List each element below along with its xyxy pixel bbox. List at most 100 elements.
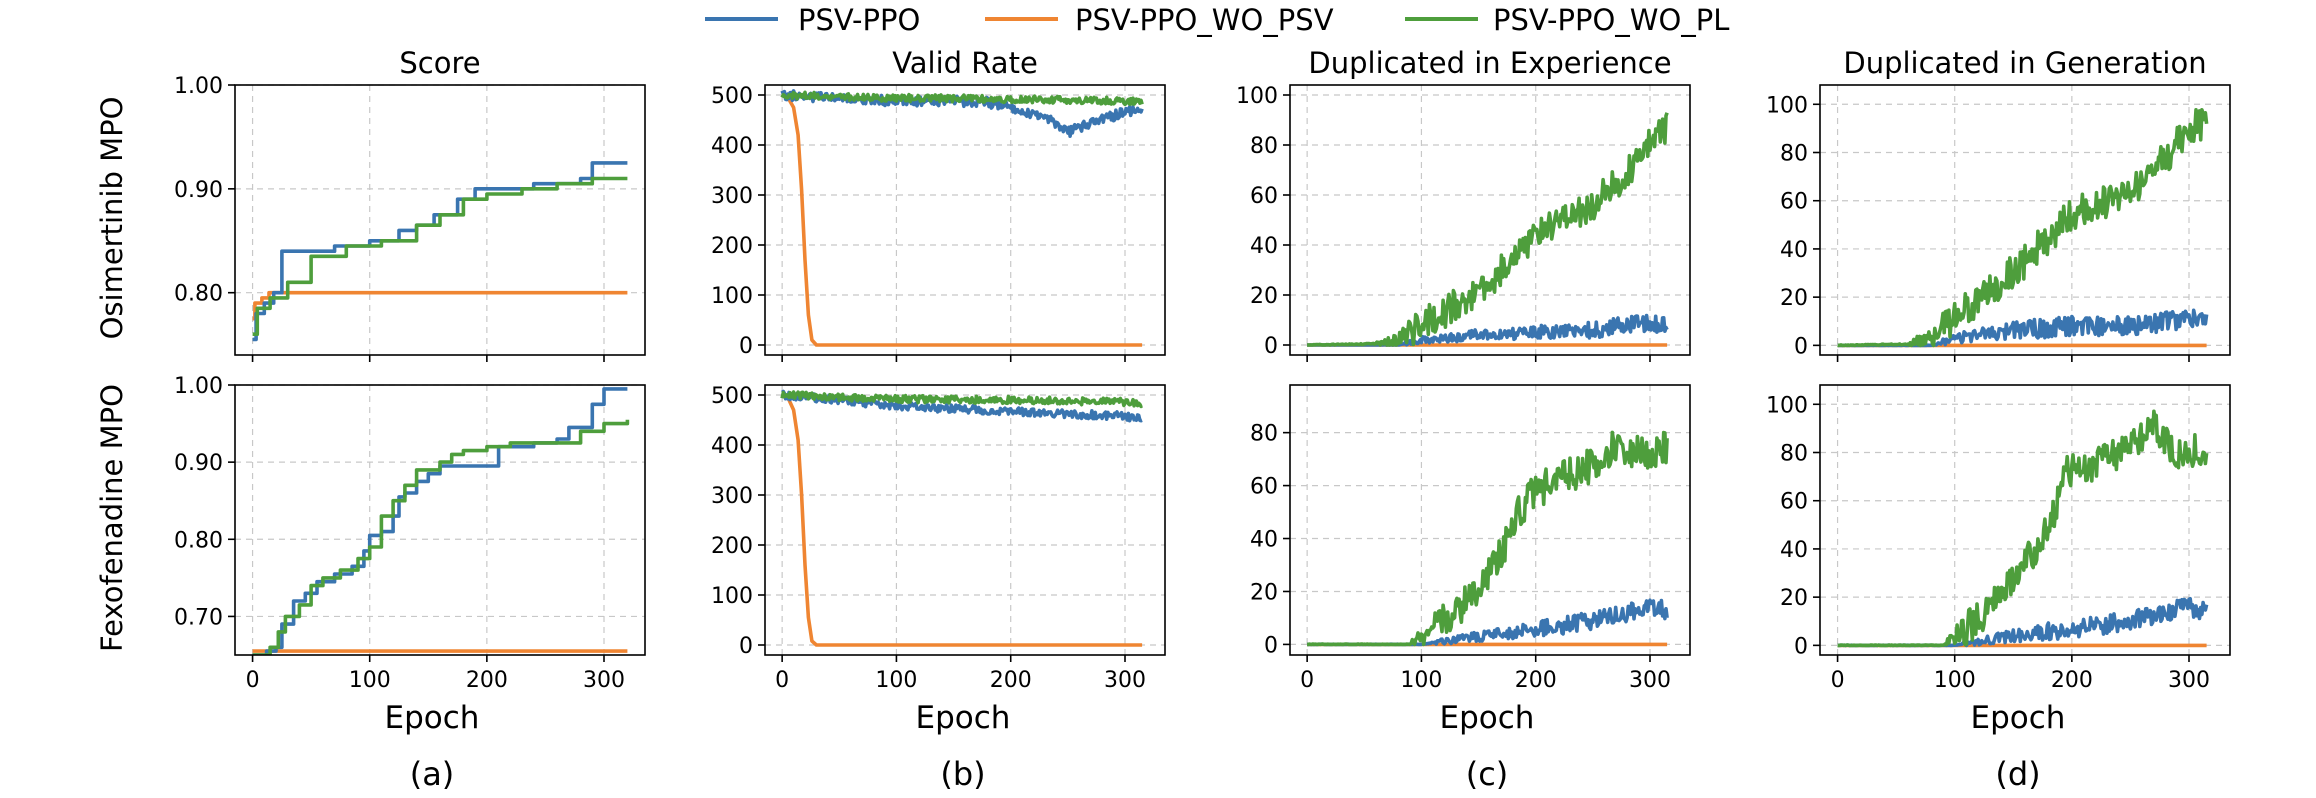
panel-1-title: Score — [399, 46, 480, 80]
panel-3-title: Duplicated in Experience — [1308, 46, 1671, 80]
panel-4-series-psv-ppo — [1836, 308, 2209, 348]
panel-6-ytick-label-1: 100 — [711, 584, 753, 609]
panel-7: 0 20 40 60 80 0 100 200 300 — [1250, 384, 1691, 693]
panel-5-series-psv-ppo — [252, 387, 628, 655]
panel-5-xtick-label-3: 300 — [583, 668, 625, 693]
xlabel-b: Epoch — [916, 700, 1011, 736]
panel-5-xtick-label-1: 100 — [349, 668, 391, 693]
row-label-osimertinib: Osimertinib MPO — [95, 97, 129, 340]
panel-2-series-psv-ppo-wo-psv — [781, 93, 1143, 347]
panel-7-series-psv-ppo-wo-pl — [1306, 430, 1669, 647]
panel-6-xtick-label-3: 300 — [1104, 668, 1146, 693]
legend: PSV-PPO PSV-PPO_WO_PSV PSV-PPO_WO_PL — [705, 3, 1729, 37]
panel-6-ytick-label-0: 0 — [739, 634, 753, 659]
panel-5-frame — [234, 384, 646, 656]
panel-7-xtick-label-3: 300 — [1629, 668, 1671, 693]
panel-2-ytick-label-1: 100 — [711, 284, 753, 309]
panel-letter-b: (b) — [940, 755, 985, 793]
panel-6-frame — [764, 384, 1166, 656]
panel-2-series-psv-ppo-wo-pl — [780, 90, 1144, 107]
panel-7-xtick-label-1: 100 — [1400, 668, 1442, 693]
panel-2-ytick-label-0: 0 — [739, 334, 753, 359]
panel-6: 0 100 200 300 400 500 0 100 200 300 — [711, 384, 1166, 693]
legend-label-psv-ppo-wo-pl: PSV-PPO_WO_PL — [1493, 3, 1729, 37]
panel-4-frame — [1819, 84, 2231, 356]
panel-7-series-psv-ppo — [1306, 598, 1669, 647]
panel-3-ytick-label-1: 20 — [1250, 284, 1278, 309]
panel-8-series-psv-ppo-wo-pl — [1836, 409, 2209, 648]
panel-3-ytick-label-0: 0 — [1264, 334, 1278, 359]
panel-3-ytick-label-4: 80 — [1250, 134, 1278, 159]
panel-1: 0.80 0.90 1.00 Score — [174, 46, 646, 362]
panel-6-xtick-label-2: 200 — [990, 668, 1032, 693]
legend-label-psv-ppo-wo-psv: PSV-PPO_WO_PSV — [1075, 3, 1334, 37]
panel-6-ytick-label-2: 200 — [711, 534, 753, 559]
panel-4-ytick-label-1: 20 — [1780, 286, 1808, 311]
panel-2: 0 100 200 300 400 500 Valid Rate — [711, 46, 1166, 362]
legend-label-psv-ppo: PSV-PPO — [798, 3, 920, 37]
panel-3-series-psv-ppo-wo-pl — [1306, 112, 1669, 347]
panel-4-ytick-label-5: 100 — [1766, 93, 1808, 118]
panel-2-ytick-label-4: 400 — [711, 134, 753, 159]
panel-8-ytick-label-1: 20 — [1780, 586, 1808, 611]
panel-3-ytick-label-3: 60 — [1250, 184, 1278, 209]
panel-1-series-psv-ppo-wo-pl — [252, 176, 628, 336]
panel-8-ytick-label-4: 80 — [1780, 442, 1808, 467]
panel-letter-c: (c) — [1466, 755, 1509, 793]
panel-8-series-psv-ppo — [1836, 596, 2209, 648]
panel-6-ytick-label-3: 300 — [711, 484, 753, 509]
panel-8-xtick-label-2: 200 — [2051, 668, 2093, 693]
panel-5-xtick-label-0: 0 — [246, 668, 260, 693]
panel-5-series-psv-ppo-wo-pl — [252, 419, 630, 655]
panel-7-frame — [1289, 384, 1691, 656]
panel-2-ytick-label-3: 300 — [711, 184, 753, 209]
row-label-fexofenadine: Fexofenadine MPO — [95, 384, 129, 652]
panel-7-xtick-label-0: 0 — [1300, 668, 1314, 693]
panel-2-frame — [764, 84, 1166, 356]
panel-3-frame — [1289, 84, 1691, 356]
panel-8-xtick-label-3: 300 — [2168, 668, 2210, 693]
panel-4-series-psv-ppo-wo-pl — [1836, 108, 2209, 348]
panel-1-ytick-label-3: 1.00 — [174, 74, 223, 99]
panel-4: 0 20 40 60 80 100 Duplicated in Generation — [1766, 46, 2231, 362]
panel-6-ytick-label-4: 400 — [711, 434, 753, 459]
panel-7-ytick-label-4: 80 — [1250, 422, 1278, 447]
panel-8-ytick-label-5: 100 — [1766, 393, 1808, 418]
panel-5-ytick-label-0: 0.70 — [174, 605, 223, 630]
panel-7-xtick-label-2: 200 — [1515, 668, 1557, 693]
panel-6-ytick-label-5: 500 — [711, 384, 753, 409]
panel-8-xtick-label-1: 100 — [1934, 668, 1976, 693]
xlabel-a: Epoch — [385, 700, 480, 736]
panel-4-ytick-label-3: 60 — [1780, 190, 1808, 215]
panel-5: 0.70 0.80 0.90 1.00 0 100 200 300 — [174, 374, 646, 693]
panel-4-ytick-label-4: 80 — [1780, 142, 1808, 167]
panel-4-ytick-label-2: 40 — [1780, 238, 1808, 263]
panel-4-title: Duplicated in Generation — [1843, 46, 2206, 80]
panel-1-frame — [234, 84, 646, 356]
panel-1-ytick-label-1: 0.80 — [174, 282, 223, 307]
panel-6-xtick-label-1: 100 — [875, 668, 917, 693]
panel-6-series-psv-ppo — [781, 389, 1143, 423]
panel-5-ytick-label-3: 1.00 — [174, 374, 223, 399]
panel-3-series-psv-ppo — [1306, 313, 1669, 347]
panel-8-frame — [1819, 384, 2231, 656]
panel-7-ytick-label-0: 0 — [1264, 633, 1278, 658]
panel-3-ytick-label-2: 40 — [1250, 234, 1278, 259]
panel-1-series-psv-ppo — [252, 161, 628, 342]
panel-6-series-psv-ppo-wo-psv — [781, 393, 1143, 647]
panel-8-ytick-label-2: 40 — [1780, 538, 1808, 563]
panel-2-title: Valid Rate — [892, 46, 1038, 80]
xlabel-d: Epoch — [1971, 700, 2066, 736]
xlabel-c: Epoch — [1440, 700, 1535, 736]
panel-7-ytick-label-3: 60 — [1250, 475, 1278, 500]
panel-1-series-psv-ppo-wo-psv — [252, 290, 628, 321]
panel-letter-a: (a) — [410, 755, 455, 793]
panel-2-ytick-label-5: 500 — [711, 84, 753, 109]
panel-5-xtick-label-2: 200 — [466, 668, 508, 693]
panel-7-ytick-label-1: 20 — [1250, 580, 1278, 605]
panel-4-ytick-label-0: 0 — [1794, 334, 1808, 359]
panel-3: 0 20 40 60 80 100 Duplicated in Experience — [1236, 46, 1691, 362]
panel-8-xtick-label-0: 0 — [1831, 668, 1845, 693]
